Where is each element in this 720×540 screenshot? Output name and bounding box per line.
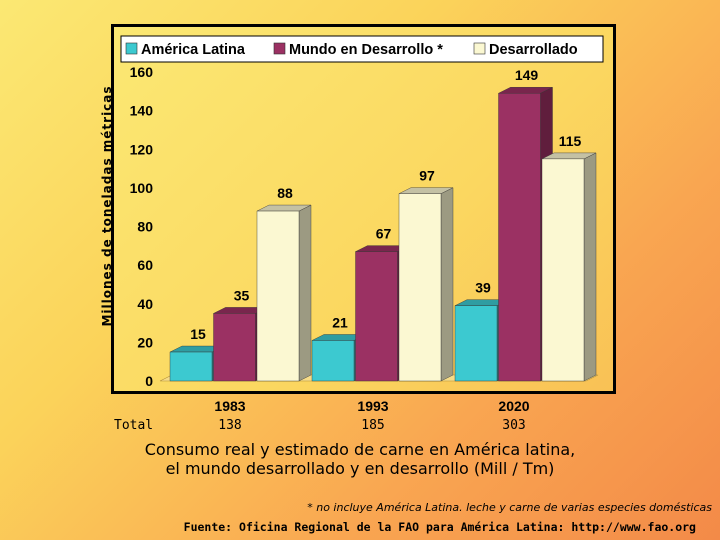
x-tick-label-1983: 1983 [214, 398, 246, 414]
legend-box [120, 35, 604, 63]
y-tick-label: 20 [137, 334, 153, 350]
total-1993: 185 [361, 418, 385, 433]
data-label: 149 [515, 67, 539, 83]
y-tick-label: 80 [137, 219, 153, 235]
x-tick-label-2020: 2020 [498, 398, 530, 414]
y-tick-label: 60 [137, 257, 153, 273]
data-label: 35 [234, 287, 250, 303]
legend-label: Desarrollado [489, 42, 578, 58]
bar [256, 210, 300, 382]
legend-swatch [473, 42, 486, 55]
chart-caption: Consumo real y estimado de carne en Amér… [40, 440, 680, 478]
total-2020: 303 [502, 418, 526, 433]
data-label: 97 [419, 168, 435, 184]
bar [169, 351, 213, 382]
y-tick-label: 100 [130, 180, 154, 196]
bar-side [583, 152, 597, 382]
data-label: 39 [475, 280, 491, 296]
total-1983: 138 [218, 418, 242, 433]
y-tick-label: 40 [137, 296, 153, 312]
data-label: 21 [332, 314, 348, 330]
caption-line-2: el mundo desarrollado y en desarrollo (M… [165, 459, 555, 478]
legend-label: Mundo en Desarrollo * [289, 42, 443, 58]
bar [311, 340, 355, 382]
source-note: Fuente: Oficina Regional de la FAO para … [183, 520, 696, 534]
y-tick-label: 140 [130, 103, 154, 119]
y-tick-label: 160 [130, 64, 154, 80]
x-tick-label-1993: 1993 [357, 398, 389, 414]
legend-swatch [125, 42, 138, 55]
bar [454, 305, 498, 382]
bar-side [298, 204, 312, 382]
y-tick-label: 120 [130, 141, 154, 157]
data-label: 15 [190, 326, 206, 342]
data-label: 88 [277, 185, 293, 201]
data-label: 67 [376, 226, 392, 242]
bar [355, 251, 398, 382]
footnote: * no incluye América Latina. leche y car… [307, 501, 712, 514]
bar-side [440, 187, 454, 382]
bar [398, 193, 442, 382]
bar [213, 313, 256, 382]
caption-line-1: Consumo real y estimado de carne en Amér… [144, 440, 576, 459]
y-axis-title: Millones de toneladas métricas [100, 85, 114, 327]
bar-chart: 0 20 40 60 80 100 120 140 160 15 35 88 21 67 97 39 149 11… [120, 35, 604, 389]
bar [541, 158, 585, 382]
legend-label: América Latina [141, 42, 246, 58]
y-tick-label: 0 [145, 373, 153, 389]
bar [498, 93, 541, 382]
totals-label: Total [114, 418, 154, 433]
data-label: 115 [559, 133, 582, 149]
legend-swatch [273, 42, 286, 55]
